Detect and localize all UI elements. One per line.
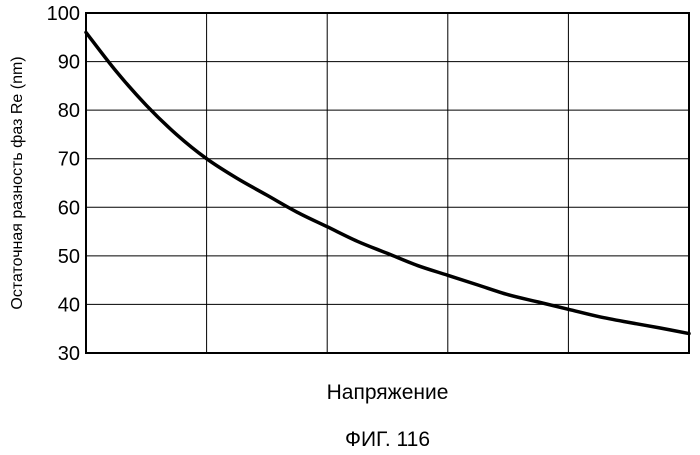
y-tick-label: 100	[47, 3, 80, 25]
y-tick-label: 40	[58, 294, 80, 316]
plot-frame	[86, 13, 689, 353]
y-tick-label: 90	[58, 52, 80, 74]
series-line	[86, 32, 689, 333]
y-tick-label: 30	[58, 343, 80, 365]
grid-lines	[86, 13, 689, 353]
y-tick-label: 70	[58, 149, 80, 171]
x-axis-label: Напряжение	[327, 381, 449, 404]
y-tick-labels: 30 40 50 60 70 80 90 100	[47, 3, 80, 365]
figure-caption: ФИГ. 116	[345, 428, 430, 451]
y-tick-label: 50	[58, 246, 80, 268]
y-tick-label: 60	[58, 197, 80, 219]
y-tick-label: 80	[58, 100, 80, 122]
series-layer	[86, 32, 689, 333]
y-axis-label: Остаточная разность фаз Re (nm)	[9, 56, 26, 309]
